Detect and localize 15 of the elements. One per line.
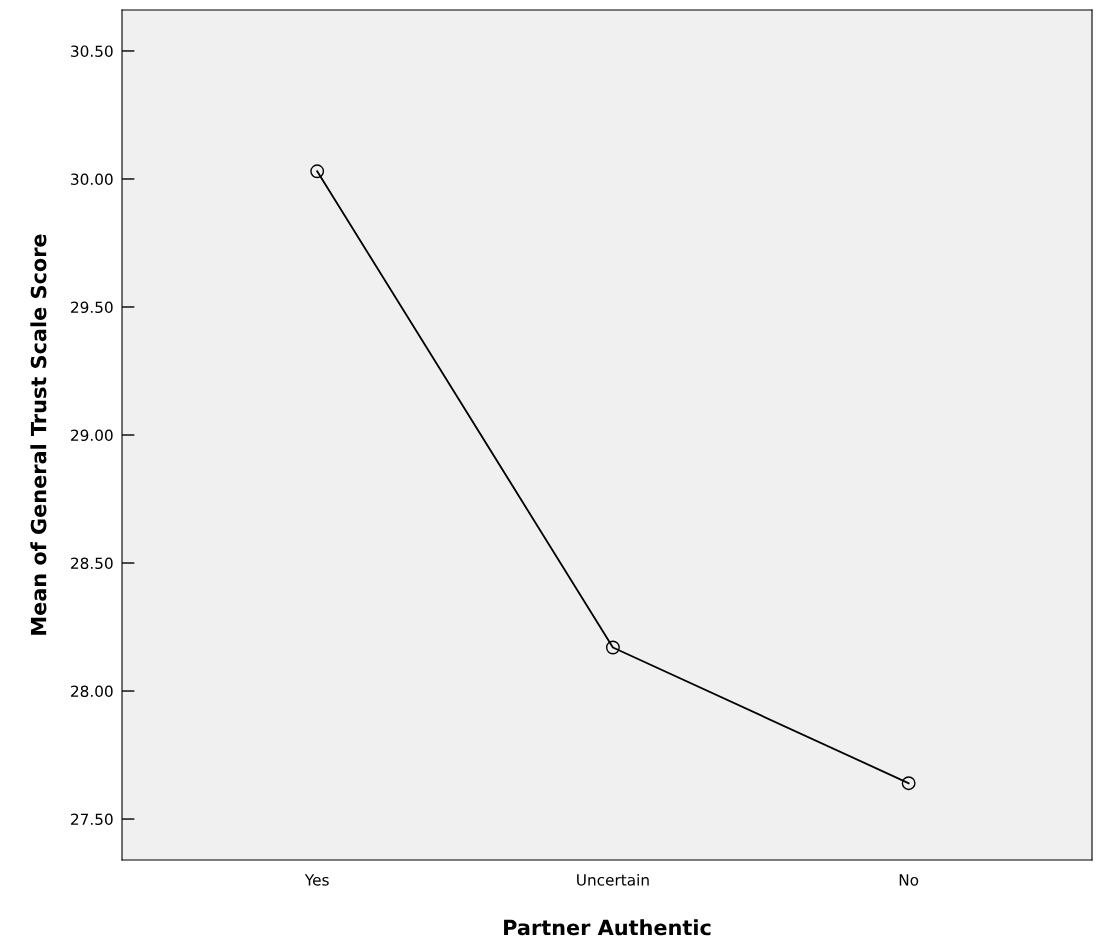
y-tick-label: 29.00	[71, 429, 113, 442]
point	[310, 164, 325, 179]
point	[901, 776, 916, 791]
y-tick-label: 27.50	[71, 813, 113, 826]
x-tick-label: No	[899, 874, 919, 886]
y-tick-label: 28.50	[71, 557, 113, 570]
x-axis-title: Partner Authentic	[504, 919, 711, 936]
x-tick-label: Yes	[304, 874, 329, 886]
y-tick-label: 30.50	[71, 45, 113, 57]
point	[605, 640, 620, 655]
y-tick-label: 30.00	[71, 173, 113, 185]
x-tick-label: Uncertain	[577, 873, 649, 886]
y-tick-label: 28.00	[71, 685, 113, 698]
y-axis-title: Mean of General Trust Scale Score	[30, 234, 47, 635]
y-tick-label: 29.50	[71, 301, 113, 314]
